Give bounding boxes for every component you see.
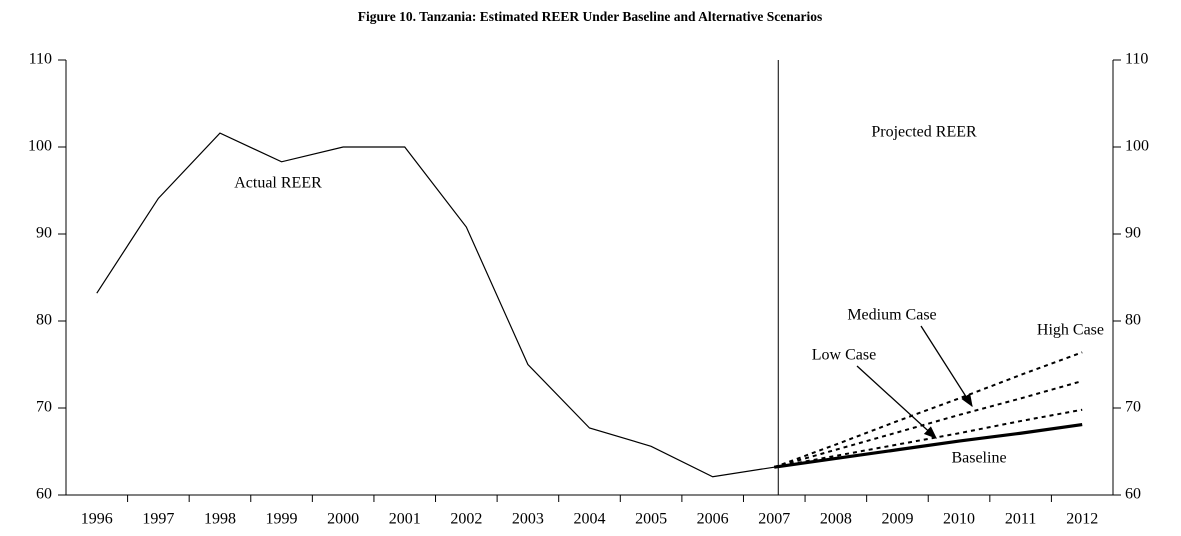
- x-tick-label: 2010: [943, 511, 975, 528]
- x-tick-label: 2002: [450, 511, 482, 528]
- y2-tick-label: 80: [1125, 312, 1141, 329]
- y-tick-label: 100: [28, 138, 52, 155]
- y-tick-label: 60: [36, 486, 52, 503]
- series-label: Actual REER: [234, 175, 322, 192]
- annotation: Projected REER: [871, 124, 977, 141]
- arrow: [920, 325, 973, 408]
- chart-title: Figure 10. Tanzania: Estimated REER Unde…: [358, 9, 823, 24]
- x-tick-label: 1997: [142, 511, 174, 528]
- y2-tick-label: 60: [1125, 486, 1141, 503]
- x-tick-label: 2009: [881, 511, 913, 528]
- series-label: Low Case: [812, 347, 876, 364]
- y2-tick-label: 70: [1125, 399, 1141, 416]
- series-line: [96, 132, 775, 478]
- y-tick-label: 110: [29, 51, 52, 68]
- x-tick-label: 2001: [389, 511, 421, 528]
- x-tick-label: 2005: [635, 511, 667, 528]
- arrow: [856, 365, 937, 439]
- y-tick-label: 70: [36, 399, 52, 416]
- series-label: Baseline: [951, 450, 1006, 467]
- x-tick-label: 1996: [81, 511, 113, 528]
- x-tick-label: 1999: [266, 511, 298, 528]
- series-label: Medium Case: [847, 307, 936, 324]
- series-line: [773, 351, 1083, 469]
- y2-tick-label: 90: [1125, 225, 1141, 242]
- x-tick-label: 1998: [204, 511, 236, 528]
- y2-tick-label: 100: [1125, 138, 1149, 155]
- y-tick-label: 80: [36, 312, 52, 329]
- x-tick-label: 2006: [697, 511, 729, 528]
- y2-tick-label: 110: [1125, 51, 1148, 68]
- x-tick-label: 2012: [1066, 511, 1098, 528]
- series-line: [773, 380, 1083, 469]
- x-tick-label: 2004: [574, 511, 606, 528]
- x-tick-label: 2000: [327, 511, 359, 528]
- x-tick-label: 2008: [820, 511, 852, 528]
- x-tick-label: 2003: [512, 511, 544, 528]
- series-label: High Case: [1037, 322, 1104, 339]
- series-line: [774, 422, 1083, 469]
- x-tick-label: 2007: [758, 511, 790, 528]
- y-tick-label: 90: [36, 225, 52, 242]
- series-line: [774, 408, 1083, 469]
- x-tick-label: 2011: [1005, 511, 1036, 528]
